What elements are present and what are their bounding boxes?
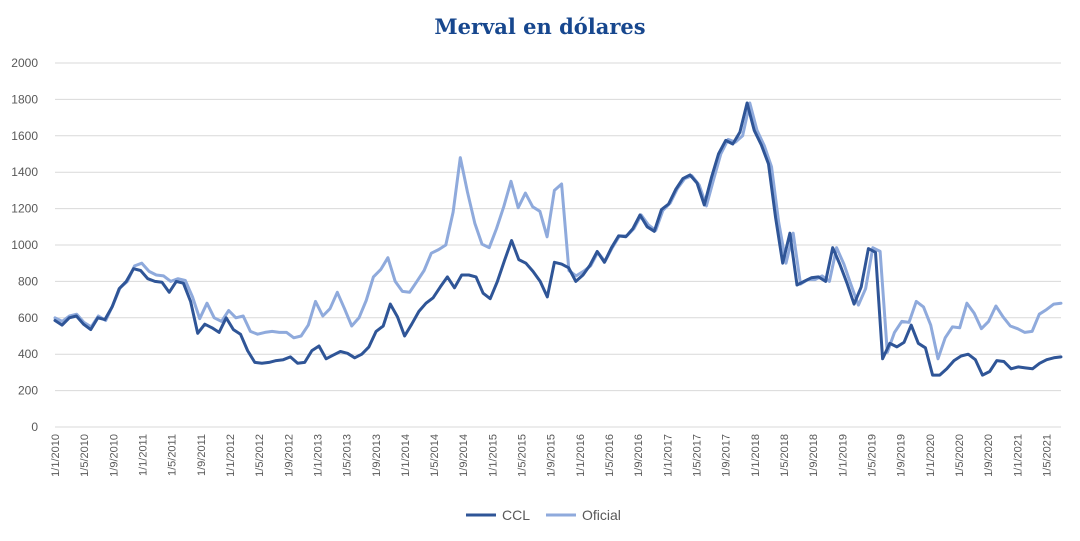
x-tick-label: 1/1/2019 bbox=[837, 434, 849, 477]
x-tick-label: 1/9/2010 bbox=[108, 434, 120, 477]
legend-label-ccl: CCL bbox=[502, 507, 530, 523]
x-tick-label: 1/9/2014 bbox=[458, 434, 470, 477]
x-tick-label: 1/5/2018 bbox=[779, 434, 791, 477]
chart-title: Merval en dólares bbox=[434, 14, 646, 39]
x-tick-label: 1/5/2013 bbox=[342, 434, 354, 477]
x-tick-label: 1/1/2011 bbox=[137, 434, 149, 476]
y-tick-label: 800 bbox=[18, 274, 38, 288]
x-tick-label: 1/1/2021 bbox=[1012, 434, 1024, 477]
x-tick-label: 1/9/2013 bbox=[371, 434, 383, 477]
y-tick-label: 2000 bbox=[11, 56, 38, 70]
x-tick-label: 1/5/2019 bbox=[866, 434, 878, 477]
x-tick-label: 1/1/2015 bbox=[487, 434, 499, 477]
x-tick-label: 1/5/2010 bbox=[79, 434, 91, 477]
x-tick-label: 1/1/2012 bbox=[225, 434, 237, 477]
legend-label-oficial: Oficial bbox=[582, 507, 621, 523]
x-tick-label: 1/9/2016 bbox=[633, 434, 645, 477]
x-tick-label: 1/1/2014 bbox=[400, 434, 412, 477]
x-tick-label: 1/5/2016 bbox=[604, 434, 616, 477]
x-tick-label: 1/9/2019 bbox=[896, 434, 908, 477]
x-tick-label: 1/5/2021 bbox=[1041, 434, 1053, 477]
y-tick-label: 1000 bbox=[11, 238, 38, 252]
y-tick-label: 200 bbox=[18, 384, 38, 398]
y-tick-label: 0 bbox=[31, 420, 38, 434]
x-tick-label: 1/1/2016 bbox=[575, 434, 587, 477]
x-tick-label: 1/5/2017 bbox=[692, 434, 704, 477]
y-tick-label: 1800 bbox=[11, 92, 38, 106]
y-tick-label: 1600 bbox=[11, 129, 38, 143]
y-tick-label: 600 bbox=[18, 311, 38, 325]
x-tick-label: 1/9/2015 bbox=[546, 434, 558, 477]
x-tick-label: 1/5/2015 bbox=[517, 434, 529, 477]
y-tick-label: 400 bbox=[18, 347, 38, 361]
x-tick-label: 1/1/2018 bbox=[750, 434, 762, 477]
x-tick-label: 1/5/2012 bbox=[254, 434, 266, 477]
x-tick-label: 1/9/2018 bbox=[808, 434, 820, 477]
y-tick-label: 1200 bbox=[11, 202, 38, 216]
x-tick-label: 1/9/2011 bbox=[196, 434, 208, 476]
x-tick-label: 1/9/2017 bbox=[721, 434, 733, 477]
x-tick-label: 1/1/2017 bbox=[662, 434, 674, 477]
series-line-ccl bbox=[53, 101, 1063, 377]
x-tick-label: 1/1/2010 bbox=[50, 434, 62, 477]
y-tick-label: 1400 bbox=[11, 165, 38, 179]
x-tick-label: 1/5/2011 bbox=[167, 434, 179, 476]
x-tick-label: 1/1/2020 bbox=[925, 434, 937, 477]
series-line-oficial bbox=[53, 101, 1063, 361]
x-tick-label: 1/5/2020 bbox=[954, 434, 966, 477]
x-tick-label: 1/9/2012 bbox=[283, 434, 295, 477]
x-tick-label: 1/5/2014 bbox=[429, 434, 441, 477]
x-tick-label: 1/1/2013 bbox=[312, 434, 324, 477]
x-tick-label: 1/9/2020 bbox=[983, 434, 995, 477]
